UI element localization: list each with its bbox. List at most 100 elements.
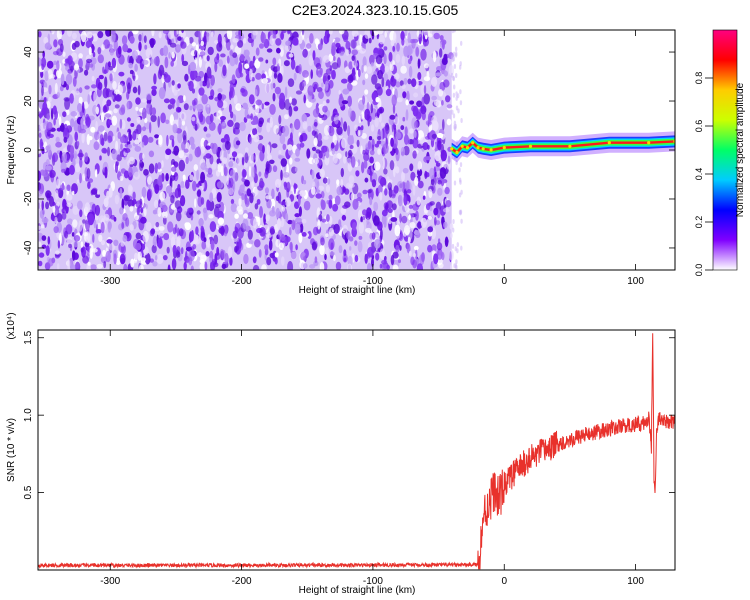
noise-blob [442, 79, 450, 88]
noise-blob [450, 232, 453, 239]
noise-blob [114, 194, 120, 205]
noise-blob [455, 73, 458, 78]
noise-blob [292, 37, 299, 46]
noise-blob [413, 130, 417, 138]
noise-blob [143, 207, 147, 217]
noise-blob [460, 40, 463, 46]
noise-blob [272, 34, 277, 39]
noise-blob [271, 205, 275, 214]
noise-blob [97, 54, 105, 64]
noise-blob [340, 178, 344, 188]
noise-blob [241, 89, 248, 97]
noise-blob [201, 240, 207, 250]
noise-blob [174, 200, 182, 210]
noise-blob [138, 41, 142, 52]
noise-blob [38, 191, 43, 197]
noise-blob [91, 84, 97, 89]
noise-blob [194, 146, 202, 158]
noise-blob [416, 100, 423, 108]
noise-blob [274, 257, 278, 265]
noise-blob [450, 55, 454, 61]
noise-blob [194, 50, 198, 56]
noise-blob [157, 237, 163, 249]
noise-blob [205, 237, 211, 248]
noise-blob [200, 254, 207, 262]
noise-blob [331, 69, 336, 80]
noise-blob [141, 98, 148, 103]
noise-blob [378, 114, 382, 123]
noise-blob [190, 265, 194, 270]
noise-blob [445, 200, 452, 208]
noise-blob [289, 227, 292, 236]
noise-blob [261, 78, 268, 84]
noise-blob [268, 239, 273, 251]
noise-blob [95, 120, 98, 133]
chart-title: C2E3.2024.323.10.15.G05 [291, 2, 459, 18]
noise-blob [423, 93, 431, 105]
noise-blob [91, 248, 98, 253]
noise-blob [318, 185, 325, 191]
noise-blob [322, 105, 328, 113]
noise-blob [149, 38, 155, 49]
noise-blob [171, 51, 175, 59]
noise-blob [82, 219, 86, 224]
colorbar-tick-label: 0.0 [694, 264, 704, 277]
noise-blob [331, 115, 334, 122]
noise-blob [278, 150, 282, 155]
noise-blob [388, 51, 393, 62]
noise-blob [302, 70, 309, 78]
noise-blob [243, 244, 247, 250]
noise-blob [208, 214, 214, 219]
noise-blob [46, 100, 51, 109]
noise-blob [232, 114, 237, 122]
noise-blob [369, 197, 373, 206]
noise-blob [309, 158, 316, 165]
noise-blob [113, 239, 119, 246]
noise-blob [206, 173, 213, 178]
noise-blob [190, 230, 194, 242]
noise-blob [215, 203, 221, 209]
noise-blob [232, 52, 238, 58]
noise-blob [274, 252, 279, 258]
noise-blob [354, 240, 358, 246]
noise-blob [314, 256, 318, 264]
noise-blob [161, 204, 168, 212]
noise-blob [303, 200, 311, 211]
noise-blob [230, 203, 238, 213]
noise-blob [313, 121, 318, 127]
noise-blob [307, 230, 312, 240]
noise-blob [441, 252, 445, 261]
noise-blob [145, 48, 153, 59]
noise-blob [322, 55, 330, 63]
noise-blob [401, 215, 408, 224]
noise-blob [270, 83, 274, 90]
noise-blob [424, 170, 428, 180]
colorbar-tick-label: 0.2 [694, 216, 704, 229]
noise-blob [172, 244, 177, 255]
noise-blob [156, 253, 164, 265]
noise-blob [228, 187, 234, 196]
noise-blob [409, 128, 414, 134]
noise-blob [241, 156, 245, 166]
noise-blob [56, 92, 61, 98]
noise-blob [434, 172, 438, 177]
noise-blob [370, 124, 375, 132]
noise-blob [385, 88, 392, 97]
noise-blob [432, 120, 439, 132]
noise-blob [175, 211, 182, 222]
noise-blob [408, 250, 412, 257]
noise-blob [446, 118, 452, 126]
noise-blob [86, 31, 93, 39]
noise-blob [244, 179, 250, 187]
noise-blob [396, 97, 403, 103]
noise-blob [375, 96, 380, 103]
noise-blob [423, 30, 430, 38]
noise-blob [107, 146, 110, 157]
noise-blob [46, 60, 54, 69]
noise-texture [38, 30, 463, 270]
noise-blob [177, 36, 182, 41]
noise-blob [119, 118, 123, 129]
noise-blob [418, 33, 423, 43]
noise-blob [303, 94, 307, 104]
noise-blob [402, 116, 406, 122]
